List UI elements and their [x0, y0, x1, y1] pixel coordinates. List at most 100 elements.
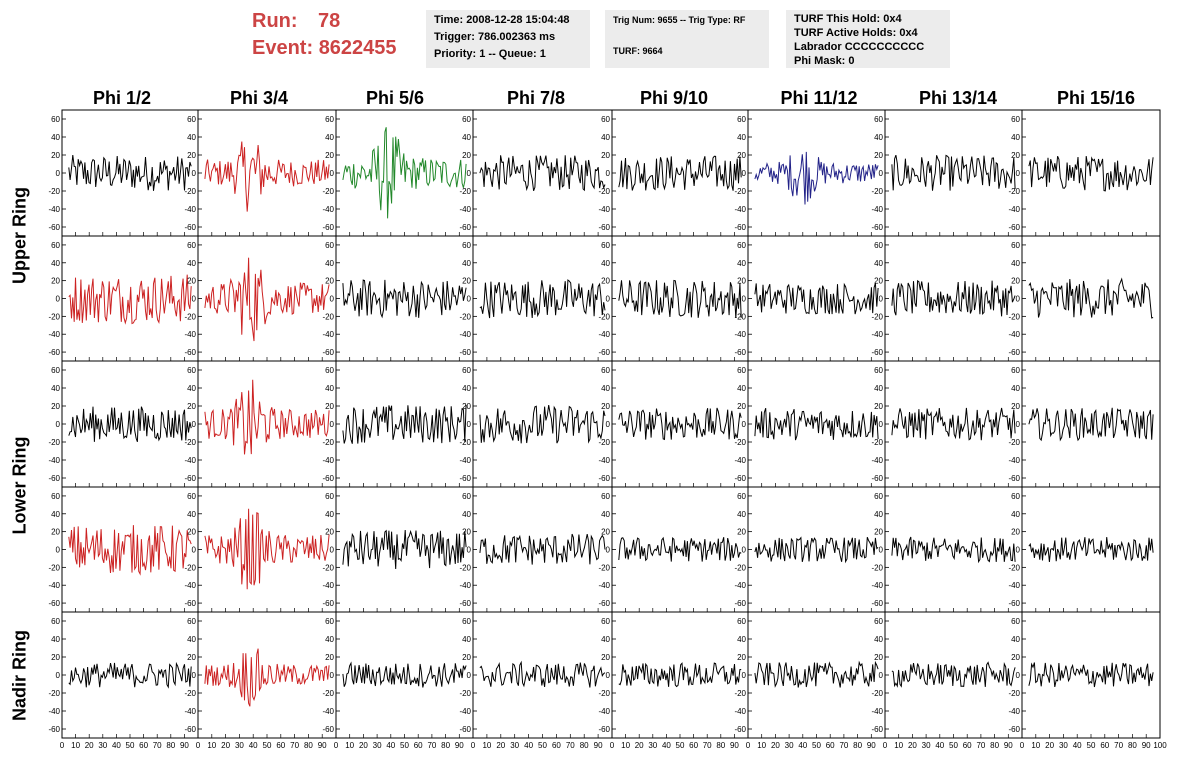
waveform-trace [754, 407, 879, 441]
y-tick-label: 40 [51, 384, 60, 393]
phi-mask-text: Phi Mask: 0 [794, 55, 855, 67]
y-tick-label: 60 [325, 115, 334, 124]
y-tick-label: -20 [184, 312, 196, 321]
x-tick-label: 50 [126, 741, 135, 750]
waveform-trace [1028, 156, 1154, 192]
y-tick-label: -40 [734, 581, 746, 590]
y-tick-label: 60 [51, 115, 60, 124]
y-tick-label: 40 [874, 384, 883, 393]
panel-frame [611, 109, 749, 237]
y-tick-label: -20 [734, 689, 746, 698]
x-tick-label: 90 [1004, 741, 1013, 750]
y-tick-label: -40 [322, 330, 334, 339]
y-tick-label: 20 [601, 528, 610, 537]
x-tick-label: 0 [883, 741, 888, 750]
y-tick-label: -60 [459, 599, 471, 608]
x-tick-label: 90 [180, 741, 189, 750]
y-tick-label: -20 [184, 187, 196, 196]
column-header-phi-1-2: Phi 1/2 [92, 88, 152, 108]
y-tick-label: 20 [462, 277, 471, 286]
trig-num-info: Trig Num: 9655 -- Trig Type: RF TURF: 96… [605, 10, 769, 68]
y-tick-label: -60 [184, 474, 196, 483]
y-tick-label: -20 [598, 438, 610, 447]
x-tick-label: 60 [276, 741, 285, 750]
y-tick-label: 40 [1011, 510, 1020, 519]
y-tick-label: -60 [48, 599, 60, 608]
waveform-trace [1028, 662, 1154, 688]
y-tick-label: -20 [1008, 563, 1020, 572]
y-tick-label: -60 [734, 599, 746, 608]
panel-frame [197, 235, 337, 362]
y-tick-label: 20 [737, 528, 746, 537]
y-tick-label: -20 [734, 563, 746, 572]
y-tick-label: 60 [1011, 115, 1020, 124]
y-tick-label: -20 [459, 438, 471, 447]
y-tick-label: -40 [1008, 205, 1020, 214]
waveform-trace [754, 282, 879, 315]
y-tick-label: 40 [874, 635, 883, 644]
y-tick-label: 20 [601, 151, 610, 160]
x-tick-label: 40 [662, 741, 671, 750]
y-tick-label: 0 [742, 420, 747, 429]
y-tick-label: 0 [192, 295, 197, 304]
y-tick-label: 20 [187, 402, 196, 411]
x-tick-label: 70 [1114, 741, 1123, 750]
y-tick-label: -40 [459, 205, 471, 214]
x-tick-label: 50 [263, 741, 272, 750]
y-tick-label: 0 [606, 420, 611, 429]
waveform-trace [68, 406, 192, 443]
y-tick-label: -40 [734, 707, 746, 716]
y-tick-label: -60 [1008, 474, 1020, 483]
y-tick-label: 40 [51, 259, 60, 268]
x-tick-label: 10 [207, 741, 216, 750]
y-tick-label: 40 [737, 259, 746, 268]
y-tick-label: 0 [192, 671, 197, 680]
y-tick-label: -40 [871, 707, 883, 716]
y-tick-label: 60 [737, 366, 746, 375]
waveform-trace [479, 155, 606, 192]
y-tick-label: -20 [459, 563, 471, 572]
y-tick-label: 40 [1011, 635, 1020, 644]
x-tick-label: 90 [318, 741, 327, 750]
y-tick-label: -40 [598, 581, 610, 590]
y-tick-label: 0 [1016, 671, 1021, 680]
y-tick-label: -40 [322, 581, 334, 590]
waveform-trace [204, 648, 330, 707]
y-tick-label: 0 [56, 295, 61, 304]
y-tick-label: 40 [51, 510, 60, 519]
y-tick-label: 40 [51, 133, 60, 142]
y-tick-label: 60 [187, 366, 196, 375]
y-tick-label: 60 [51, 241, 60, 250]
y-tick-label: 60 [601, 115, 610, 124]
y-tick-label: 40 [462, 133, 471, 142]
y-tick-label: -20 [734, 438, 746, 447]
waveform-trace [891, 279, 1016, 317]
y-tick-label: -20 [48, 689, 60, 698]
y-tick-label: 0 [330, 169, 335, 178]
y-tick-label: -20 [48, 438, 60, 447]
y-tick-label: 40 [187, 259, 196, 268]
x-tick-label: 0 [471, 741, 476, 750]
x-tick-label: 80 [990, 741, 999, 750]
waveform-trace [754, 660, 879, 688]
y-tick-label: -40 [1008, 581, 1020, 590]
panel-frame [472, 235, 613, 362]
panel-frame [884, 235, 1023, 362]
y-tick-label: 0 [742, 671, 747, 680]
y-tick-label: -60 [459, 223, 471, 232]
y-tick-label: 20 [874, 653, 883, 662]
x-tick-label: 10 [894, 741, 903, 750]
y-tick-label: 40 [462, 635, 471, 644]
y-tick-label: 0 [606, 546, 611, 555]
x-tick-label: 20 [908, 741, 917, 750]
y-tick-label: -60 [734, 223, 746, 232]
y-tick-label: -60 [459, 474, 471, 483]
y-tick-label: 0 [192, 420, 197, 429]
waveform-trace [618, 279, 742, 319]
x-tick-label: 10 [482, 741, 491, 750]
y-tick-label: -40 [598, 330, 610, 339]
x-tick-label: 70 [290, 741, 299, 750]
x-tick-label: 70 [839, 741, 848, 750]
y-tick-label: 40 [874, 510, 883, 519]
